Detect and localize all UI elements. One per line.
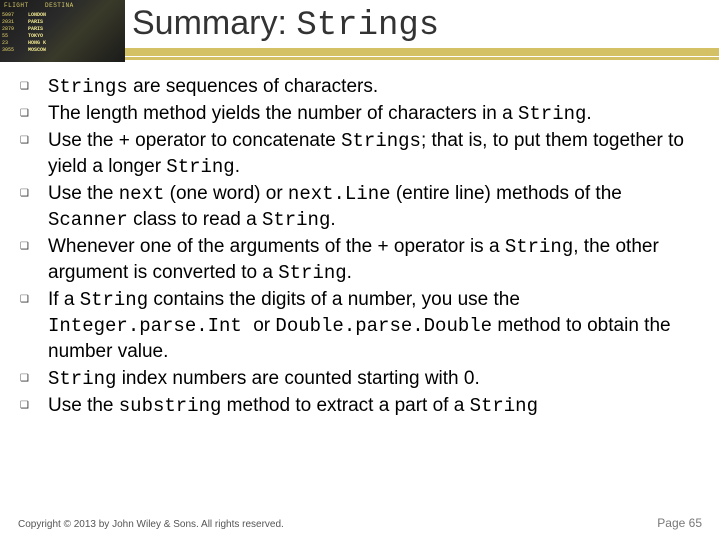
body-text: (one word) or	[164, 183, 288, 204]
bullet-marker-icon: ❑	[18, 366, 48, 384]
code-text: Strings	[48, 76, 128, 98]
bullet-text: If a String contains the digits of a num…	[48, 287, 702, 365]
body-text: .	[235, 156, 240, 177]
body-text: If a	[48, 289, 80, 310]
board-destinations: LONDON PARIS PARIS TOKYO HONG K MOSCOW	[28, 12, 46, 54]
list-item: ❑Use the + operator to concatenate Strin…	[18, 128, 702, 180]
body-text: are sequences of characters.	[128, 76, 378, 97]
list-item: ❑Whenever one of the arguments of the + …	[18, 234, 702, 286]
code-text: String	[505, 236, 573, 258]
body-text: method to extract a part of a	[221, 395, 469, 416]
bullet-marker-icon: ❑	[18, 74, 48, 92]
body-text: Whenever one of the arguments of the + o…	[48, 236, 505, 257]
bullet-marker-icon: ❑	[18, 393, 48, 411]
body-text: (entire line) methods of the	[391, 183, 622, 204]
bullet-marker-icon: ❑	[18, 128, 48, 146]
code-text: String	[278, 262, 346, 284]
header-image: FLIGHT DESTINA 5097 2031 2879 55 23 3055…	[0, 0, 125, 62]
list-item: ❑String index numbers are counted starti…	[18, 366, 702, 392]
bullet-marker-icon: ❑	[18, 234, 48, 252]
body-text: The length method yields the number of c…	[48, 103, 518, 124]
list-item: ❑If a String contains the digits of a nu…	[18, 287, 702, 365]
body-text: or	[253, 315, 275, 336]
title-underline-thick	[125, 48, 719, 56]
copyright-footer: Copyright © 2013 by John Wiley & Sons. A…	[18, 519, 702, 530]
bullet-list: ❑Strings are sequences of characters.❑Th…	[18, 74, 702, 420]
body-text: class to read a	[128, 209, 262, 230]
body-text: Use the + operator to concatenate	[48, 130, 341, 151]
bullet-text: String index numbers are counted startin…	[48, 366, 702, 392]
bullet-text: Use the next (one word) or next.Line (en…	[48, 181, 702, 233]
code-text: Strings	[341, 130, 421, 152]
bullet-text: Whenever one of the arguments of the + o…	[48, 234, 702, 286]
slide-title: Summary: Strings	[132, 4, 439, 45]
body-text: Use the	[48, 395, 119, 416]
body-text: index numbers are counted starting with …	[116, 368, 479, 389]
body-text: .	[586, 103, 591, 124]
body-text: .	[330, 209, 335, 230]
body-text: .	[347, 262, 352, 283]
page-number: Page 65	[657, 516, 702, 530]
code-text: next	[119, 183, 165, 205]
body-text: contains the digits of a number, you use…	[148, 289, 520, 310]
code-text: String	[80, 289, 148, 311]
code-text: Scanner	[48, 209, 128, 231]
body-text: Use the	[48, 183, 119, 204]
title-text-1: Summary:	[132, 4, 296, 42]
list-item: ❑Use the substring method to extract a p…	[18, 393, 702, 419]
slide-header: FLIGHT DESTINA 5097 2031 2879 55 23 3055…	[0, 0, 720, 62]
title-text-2: Strings	[296, 7, 439, 45]
code-text: String	[166, 156, 234, 178]
list-item: ❑Strings are sequences of characters.	[18, 74, 702, 100]
code-text: Double.parse.Double	[275, 315, 492, 337]
code-text: String	[518, 103, 586, 125]
code-text: Integer.parse.Int	[48, 315, 253, 337]
bullet-marker-icon: ❑	[18, 101, 48, 119]
list-item: ❑Use the next (one word) or next.Line (e…	[18, 181, 702, 233]
bullet-text: Use the + operator to concatenate String…	[48, 128, 702, 180]
code-text: String	[262, 209, 330, 231]
code-text: next.Line	[288, 183, 391, 205]
bullet-marker-icon: ❑	[18, 287, 48, 305]
bullet-text: Strings are sequences of characters.	[48, 74, 702, 100]
bullet-text: The length method yields the number of c…	[48, 101, 702, 127]
board-header-text: FLIGHT DESTINA	[4, 2, 74, 9]
title-underline-thin	[125, 57, 719, 60]
list-item: ❑The length method yields the number of …	[18, 101, 702, 127]
bullet-text: Use the substring method to extract a pa…	[48, 393, 702, 419]
code-text: String	[48, 368, 116, 390]
code-text: substring	[119, 395, 222, 417]
board-flight-numbers: 5097 2031 2879 55 23 3055	[2, 12, 14, 54]
code-text: String	[470, 395, 538, 417]
bullet-marker-icon: ❑	[18, 181, 48, 199]
